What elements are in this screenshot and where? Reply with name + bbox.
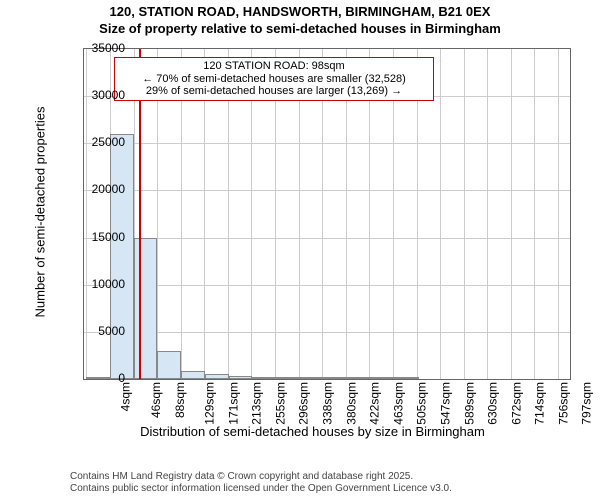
histogram-bar [134, 238, 158, 379]
gridline-v [534, 49, 535, 379]
histogram-bar [229, 376, 253, 379]
footer-line1: Contains HM Land Registry data © Crown c… [70, 471, 413, 482]
histogram-bar [276, 377, 300, 379]
x-tick-label: 4sqm [119, 382, 133, 411]
x-tick-label: 296sqm [297, 382, 311, 425]
x-tick-label: 672sqm [509, 382, 523, 425]
x-tick-label: 797sqm [580, 382, 594, 425]
y-tick-label: 10000 [92, 277, 125, 291]
histogram-bar [324, 377, 348, 379]
y-axis-label: Number of semi-detached properties [33, 107, 48, 318]
annot-line1: 120 STATION ROAD: 98sqm [203, 60, 344, 72]
y-tick-label: 35000 [92, 41, 125, 55]
histogram-bar [86, 377, 110, 379]
y-tick-label: 15000 [92, 230, 125, 244]
gridline-v [487, 49, 488, 379]
x-tick-label: 714sqm [533, 382, 547, 425]
y-tick-label: 20000 [92, 182, 125, 196]
annotation-box: 120 STATION ROAD: 98sqm ← 70% of semi-de… [114, 57, 434, 101]
annot-line3: 29% of semi-detached houses are larger (… [146, 85, 402, 97]
annot-line2: ← 70% of semi-detached houses are smalle… [142, 73, 406, 85]
histogram-bar [300, 377, 324, 379]
gridline-v [511, 49, 512, 379]
x-tick-label: 380sqm [344, 382, 358, 425]
x-tick-label: 463sqm [391, 382, 405, 425]
histogram-bar [395, 377, 419, 379]
footer-line2: Contains public sector information licen… [70, 483, 452, 494]
histogram-bar [205, 374, 229, 379]
gridline-v [558, 49, 559, 379]
x-tick-label: 171sqm [226, 382, 240, 425]
title-line1: 120, STATION ROAD, HANDSWORTH, BIRMINGHA… [110, 4, 491, 19]
x-tick-label: 88sqm [173, 382, 187, 418]
histogram-bar [347, 377, 371, 379]
chart-area: Number of semi-detached properties 120 S… [45, 42, 580, 420]
x-tick-label: 589sqm [463, 382, 477, 425]
histogram-bar [181, 371, 205, 379]
chart-container: 120, STATION ROAD, HANDSWORTH, BIRMINGHA… [0, 0, 600, 500]
footer-attribution: Contains HM Land Registry data © Crown c… [70, 471, 452, 494]
gridline-v [86, 49, 87, 379]
y-tick-label: 30000 [92, 88, 125, 102]
x-tick-label: 46sqm [149, 382, 163, 418]
x-tick-label: 129sqm [203, 382, 217, 425]
title-line2: Size of property relative to semi-detach… [99, 21, 501, 36]
gridline-v [464, 49, 465, 379]
x-tick-label: 547sqm [439, 382, 453, 425]
x-tick-label: 422sqm [368, 382, 382, 425]
x-tick-label: 213sqm [250, 382, 264, 425]
chart-title: 120, STATION ROAD, HANDSWORTH, BIRMINGHA… [0, 0, 600, 38]
gridline-v [440, 49, 441, 379]
y-tick-label: 25000 [92, 135, 125, 149]
x-tick-label: 630sqm [486, 382, 500, 425]
x-tick-label: 338sqm [321, 382, 335, 425]
histogram-bar [157, 351, 181, 379]
histogram-bar [252, 377, 276, 379]
histogram-bar [110, 134, 134, 379]
x-tick-label: 255sqm [274, 382, 288, 425]
y-tick-label: 5000 [98, 324, 125, 338]
plot-area: 120 STATION ROAD: 98sqm ← 70% of semi-de… [83, 48, 571, 380]
histogram-bar [371, 377, 395, 379]
x-tick-label: 756sqm [557, 382, 571, 425]
x-axis-label: Distribution of semi-detached houses by … [45, 424, 580, 439]
x-tick-label: 505sqm [415, 382, 429, 425]
